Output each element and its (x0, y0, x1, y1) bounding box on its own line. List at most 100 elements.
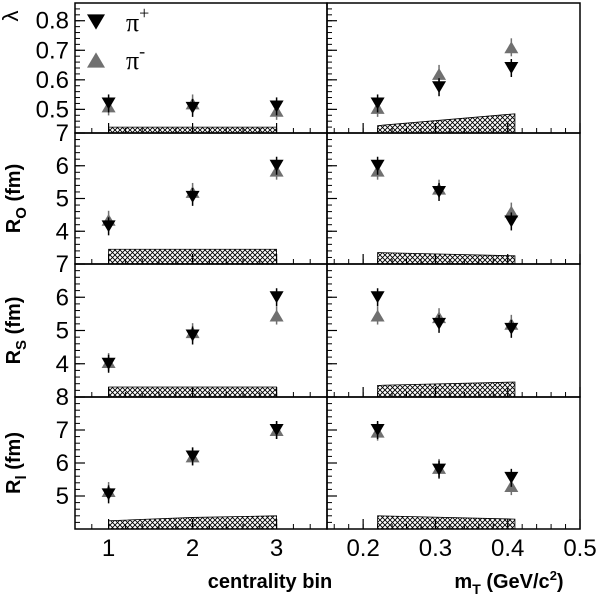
pi-plus-point (269, 159, 284, 172)
y-tick-label: 0.6 (36, 67, 69, 94)
x-axis-title-sup: 2 (550, 568, 557, 583)
y-axis-title-rest: (fm) (3, 164, 25, 207)
y-axis-title-sub: l (13, 475, 30, 479)
pi-plus-point (504, 215, 519, 228)
x-axis-title-sub: T (472, 581, 481, 597)
systematic-band (377, 381, 516, 398)
x-tick-label: 0.2 (346, 535, 379, 562)
panel-frame (326, 2, 581, 134)
legend: π+π- (87, 3, 149, 75)
pi-plus-point (185, 101, 200, 114)
pi-plus-point (504, 471, 519, 484)
pi-plus-point (370, 291, 385, 304)
panel-r2-c1 (326, 263, 581, 398)
pi-plus-point (432, 186, 447, 198)
y-tick-label: 5 (56, 318, 69, 345)
legend-entry-1: π- (87, 41, 145, 75)
y-axis-title-row2: RS (fm) (3, 297, 30, 365)
pi-plus-point (269, 291, 284, 304)
y-tick-label: 0.7 (36, 37, 69, 64)
x-tick-label: 0.5 (563, 535, 596, 562)
panel-frame (74, 132, 328, 265)
pi-plus-point (185, 450, 200, 463)
pi-minus-point (432, 67, 447, 80)
y-tick-label: 8 (56, 384, 69, 411)
pi-plus-point (101, 220, 116, 233)
pi-plus-point (185, 329, 200, 342)
pi-minus-point (269, 309, 284, 322)
x-axis-title-centrality: centrality bin (208, 571, 332, 593)
pi-plus-point (269, 100, 284, 113)
panel-frame (74, 396, 328, 530)
y-axis-title-main: R (3, 218, 25, 233)
y-axis-title-row3: Rl (fm) (3, 432, 30, 494)
legend-marker (87, 52, 105, 68)
x-axis-title-mt: mT (GeV/c2) (454, 568, 563, 597)
panel-frame (74, 2, 328, 134)
pi-plus-point (269, 424, 284, 436)
y-axis-title-rest: (fm) (3, 432, 25, 475)
legend-label-main: π (126, 8, 139, 37)
pi-plus-point (101, 97, 116, 110)
systematic-band (377, 113, 516, 134)
systematic-band (377, 252, 516, 265)
y-tick-label: 7 (56, 251, 69, 278)
x-tick-label: 2 (186, 535, 199, 562)
panel-r1-c1 (326, 132, 581, 265)
legend-marker (87, 14, 105, 30)
x-axis-title-rest: (GeV/c (481, 571, 550, 593)
y-tick-label: 0.5 (36, 96, 69, 123)
y-axis-title-row0: λ (0, 11, 23, 22)
x-tick-label: 1 (102, 535, 115, 562)
y-axis-title-sub: O (13, 207, 30, 219)
x-axis-title-main: m (454, 571, 472, 593)
y-tick-label: 4 (56, 351, 69, 378)
y-axis-title-rest: (fm) (3, 297, 25, 340)
y-tick-label: 7 (56, 417, 69, 444)
pi-plus-point (432, 463, 447, 476)
pi-plus-point (432, 81, 447, 94)
legend-label-sup: + (139, 3, 149, 23)
y-axis-title-main: R (3, 479, 25, 494)
panel-r3-c1: 0.2 0.3 0.4 0.5 (326, 396, 597, 562)
y-tick-label: 6 (56, 284, 69, 311)
pi-plus-point (101, 357, 116, 370)
y-tick-label: 4 (56, 218, 69, 245)
pi-plus-point (185, 190, 200, 203)
panel-frame (326, 132, 581, 265)
pi-plus-point (504, 322, 519, 335)
y-tick-label: 5 (56, 483, 69, 510)
panel-r2-c0: 4 5 6 7 (56, 251, 328, 398)
x-tick-label: 3 (270, 535, 283, 562)
x-axis-titles: centrality bin mT (GeV/c2) (208, 568, 564, 597)
legend-label-main: π (126, 46, 139, 75)
y-tick-label: 5 (56, 186, 69, 213)
y-axis-title-row1: RO (fm) (3, 164, 30, 233)
panel-r0-c1 (326, 2, 581, 134)
y-tick-label: 6 (56, 450, 69, 477)
pi-plus-point (432, 317, 447, 330)
panel-r0-c0: 0.50.6 0.70.8 (36, 2, 328, 134)
y-tick-label: 6 (56, 153, 69, 180)
y-axis-title-main: R (3, 349, 25, 364)
pi-plus-point (504, 62, 519, 74)
pi-minus-point (370, 309, 385, 322)
pi-plus-point (370, 97, 385, 110)
panel-frame (326, 263, 581, 398)
pi-plus-point (370, 424, 385, 436)
pi-minus-point (504, 205, 519, 218)
legend-label: π+ (126, 3, 149, 37)
y-tick-label: 7 (56, 120, 69, 147)
y-axis-title-sub: S (13, 340, 30, 350)
legend-label-sup: - (139, 41, 145, 61)
legend-label: π- (126, 41, 145, 75)
x-tick-label: 0.4 (491, 535, 524, 562)
panel-r1-c0: 4 5 6 7 (56, 120, 328, 265)
panel-r3-c0: 5 6 7 8 1 2 3 (56, 384, 328, 562)
systematic-band (377, 515, 516, 530)
x-axis-title-end: ) (557, 571, 564, 593)
pi-plus-point (370, 159, 385, 172)
y-tick-label: 0.8 (36, 8, 69, 35)
